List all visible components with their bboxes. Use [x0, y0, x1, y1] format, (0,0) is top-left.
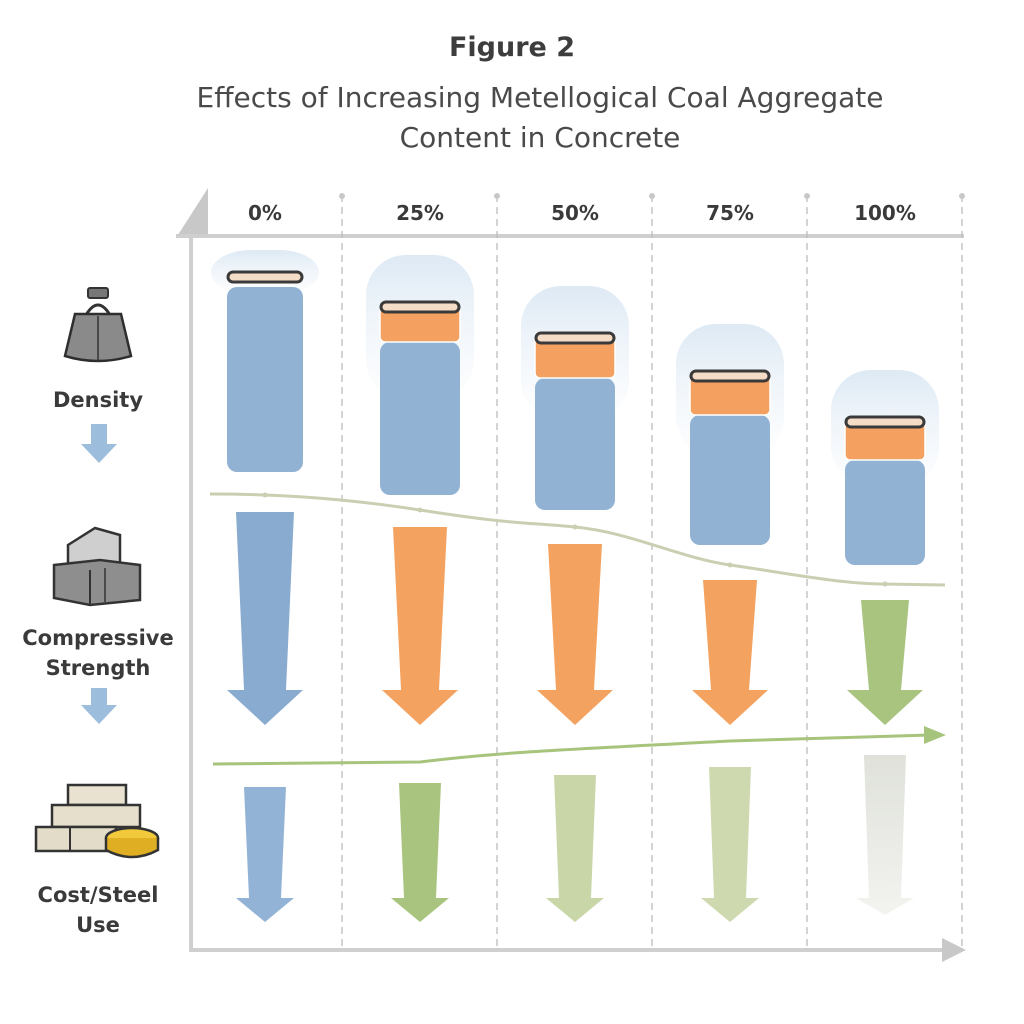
strength-arrow — [537, 544, 613, 725]
divider-marker — [494, 193, 500, 199]
cost-curve-arrowhead — [924, 726, 946, 744]
cylinder-body — [535, 378, 615, 510]
cost-arrow — [701, 767, 759, 922]
column-label: 0% — [248, 201, 282, 225]
cylinder-rim — [689, 369, 771, 383]
axis-corner — [176, 188, 208, 238]
divider-marker — [339, 193, 345, 199]
density-curve — [209, 492, 946, 587]
strength-arrow — [227, 512, 303, 725]
bricks-and-coins-icon — [34, 783, 160, 859]
figure-label: Figure 2 — [448, 32, 576, 63]
concrete-blocks-icon — [52, 526, 142, 607]
strength-arrow — [847, 600, 923, 725]
row-label-density: Density — [52, 388, 144, 412]
row-label-cost-steel-use: Cost/Steel Use — [37, 883, 159, 937]
strength-arrow — [382, 527, 458, 725]
cylinder-rim — [379, 300, 461, 314]
cost-arrow — [546, 775, 604, 922]
figure-title: Effects of Increasing Metellogical Coal … — [196, 81, 884, 154]
cylinder-body — [845, 460, 925, 565]
density-down-arrow-icon — [81, 424, 117, 463]
divider-marker — [649, 193, 655, 199]
column-label: 25% — [396, 201, 444, 225]
cylinder-body — [380, 342, 460, 495]
row-label-compressive-strength: Compressive Strength — [22, 626, 174, 680]
strength-arrow — [692, 580, 768, 725]
bottom-axis-arrowhead — [942, 938, 966, 962]
column-label: 50% — [551, 201, 599, 225]
strength-down-arrow-icon — [81, 688, 117, 724]
cylinder-rim — [534, 331, 616, 345]
cylinder-body — [227, 287, 303, 472]
cost-arrow — [391, 783, 449, 922]
cost-arrow — [856, 755, 914, 915]
divider-marker — [804, 193, 810, 199]
cylinder-rim — [844, 415, 926, 429]
divider-marker — [959, 193, 965, 199]
cylinder-body — [690, 415, 770, 545]
column-label: 75% — [706, 201, 754, 225]
column-label: 100% — [854, 201, 916, 225]
cost-arrow — [236, 787, 294, 922]
cost-curve — [212, 733, 931, 766]
cylinder-rim — [226, 270, 304, 284]
weight-icon — [63, 287, 133, 363]
